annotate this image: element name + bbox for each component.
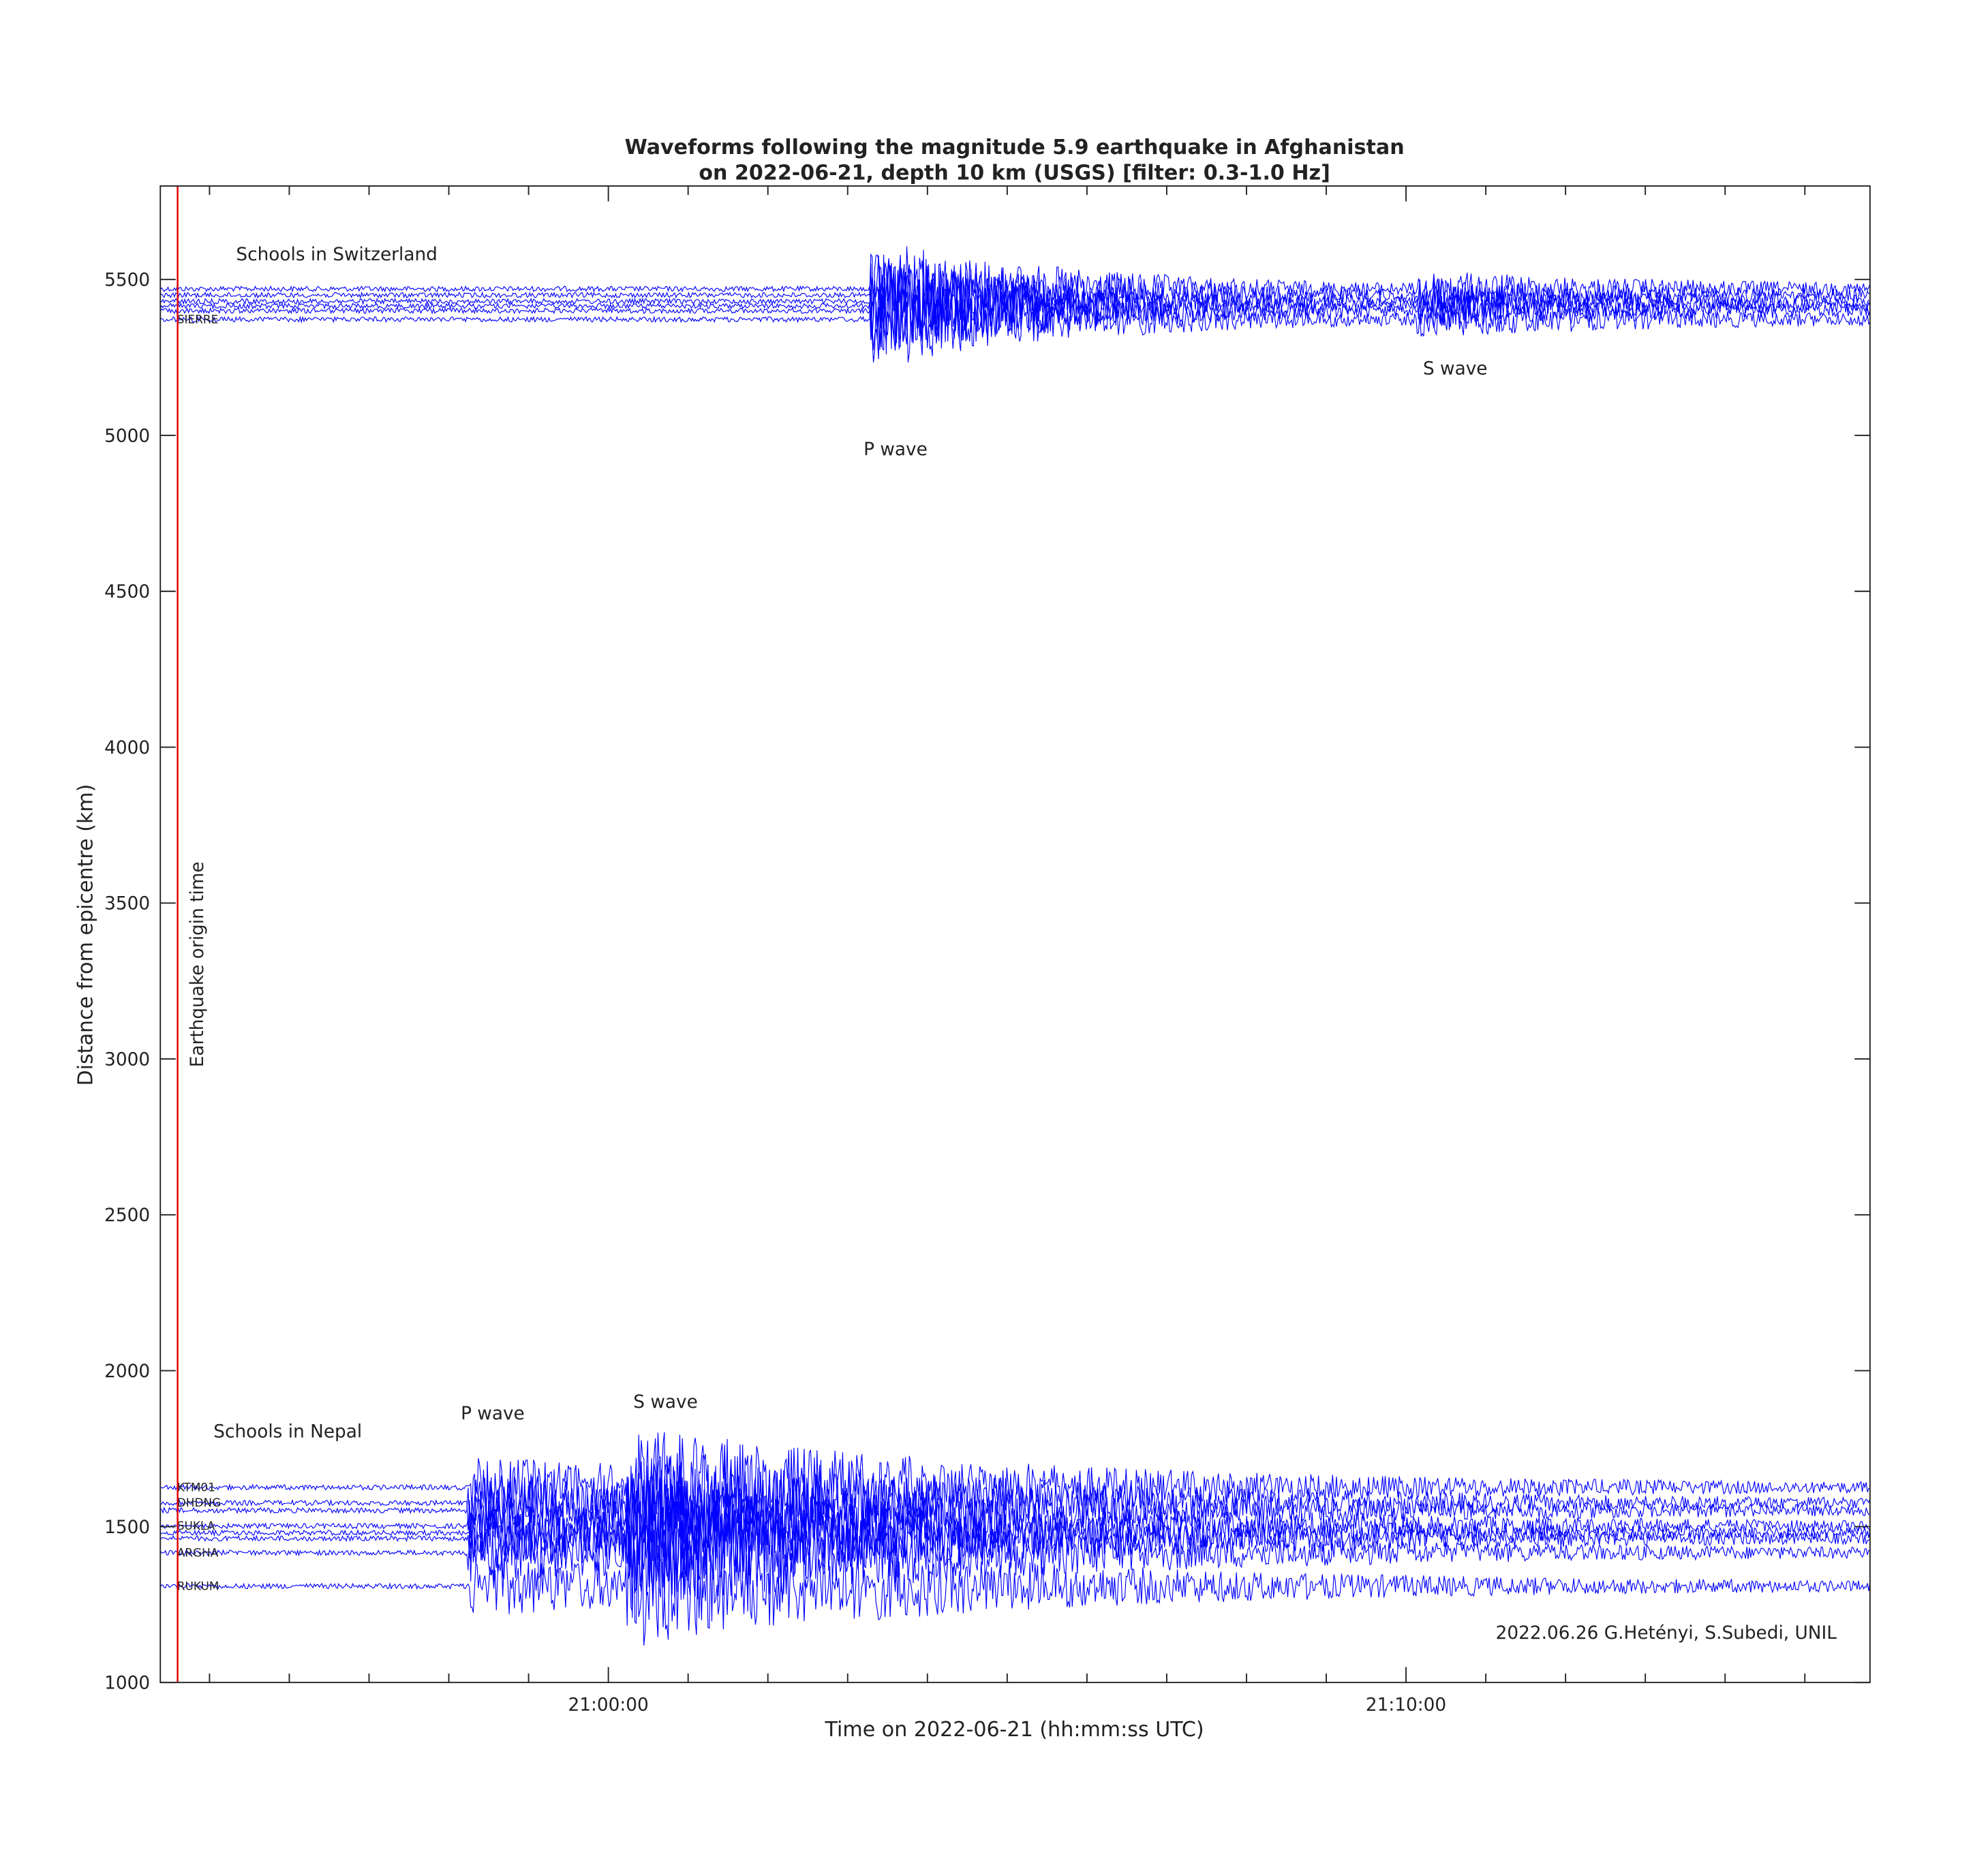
station-label: ARGHA (177, 1545, 219, 1559)
x-axis-label: Time on 2022-06-21 (hh:mm:ss UTC) (825, 1718, 1204, 1742)
x-tick-label: 21:10:00 (1366, 1695, 1446, 1716)
waveform (160, 1498, 1870, 1612)
waveform (160, 277, 1870, 363)
y-tick-label: 5000 (104, 426, 150, 446)
station-label: DHDNG (177, 1496, 221, 1509)
waveform (160, 1455, 1870, 1561)
annotation: Schools in Nepal (213, 1422, 362, 1443)
station-label: RUKUM (177, 1579, 219, 1592)
annotation: P wave (863, 440, 928, 460)
station-label: SUKLA (177, 1519, 215, 1532)
origin-label: Earthquake origin time (187, 861, 208, 1067)
y-tick-label: 2000 (104, 1361, 150, 1382)
station-label: KTM01 (177, 1480, 215, 1494)
annotation: S wave (1423, 359, 1488, 380)
chart-subtitle: on 2022-06-21, depth 10 km (USGS) [filte… (699, 161, 1330, 185)
waveform (160, 1473, 1870, 1594)
y-tick-label: 1000 (104, 1674, 150, 1694)
y-tick-label: 2500 (104, 1205, 150, 1226)
y-axis-label: Distance from epicentre (km) (74, 784, 97, 1086)
annotation: P wave (461, 1404, 525, 1424)
chart-title: Waveforms following the magnitude 5.9 ea… (625, 136, 1405, 159)
annotation: S wave (633, 1392, 698, 1413)
waveform (160, 1477, 1870, 1597)
y-tick-label: 4000 (104, 738, 150, 758)
y-tick-label: 3500 (104, 894, 150, 914)
y-tick-label: 5500 (104, 271, 150, 291)
annotation: Schools in Switzerland (236, 245, 437, 265)
y-tick-label: 4500 (104, 582, 150, 602)
station-label: SIERRE (177, 312, 219, 326)
waveform (160, 1530, 1870, 1646)
axes-frame (159, 185, 1871, 1684)
y-tick-label: 1500 (104, 1517, 150, 1538)
y-tick-label: 3000 (104, 1049, 150, 1070)
credit: 2022.06.26 G.Hetényi, S.Subedi, UNIL (1496, 1623, 1837, 1644)
waveform (160, 1432, 1870, 1545)
waveform (160, 265, 1870, 351)
x-tick-label: 21:00:00 (568, 1695, 649, 1716)
waveform (160, 263, 1870, 360)
plot-area (160, 246, 1870, 1646)
